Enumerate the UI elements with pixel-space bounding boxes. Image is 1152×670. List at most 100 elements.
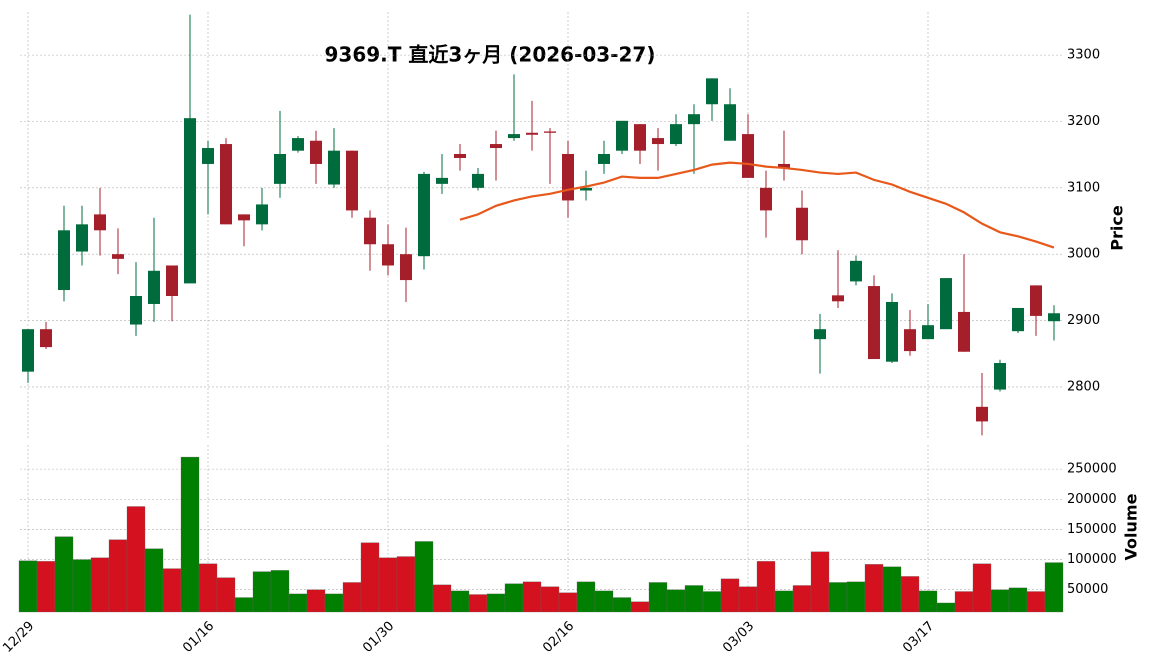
volume-bar [108,539,128,613]
candle-body [490,144,502,149]
candle-body [670,124,682,145]
volume-bar [828,582,848,613]
candle-body [958,311,970,352]
volume-bar [270,570,290,613]
volume-bar [396,556,416,613]
volume-bar [36,561,56,613]
volume-bar [216,577,236,613]
volume-bar [18,560,38,613]
volume-bar [954,591,974,613]
y-tick-label: 3000 [1067,247,1100,262]
candle-body [652,138,664,145]
volume-bar [864,564,884,613]
candle-body [220,144,232,225]
volume-bar [522,581,542,613]
candle-body [544,131,556,133]
candle-body [328,150,340,185]
candle-body [832,295,844,302]
candle-body [850,260,862,282]
candle-body [724,104,736,141]
moving-average-line [459,161,1055,249]
candle-body [238,214,250,221]
volume-bar [234,597,254,613]
candle-body [598,154,610,164]
candle-body [346,150,358,211]
candle-body [256,204,268,225]
volume-bar [846,581,866,613]
x-tick-label: 01/30 [360,619,397,656]
volume-bar [882,566,902,613]
volume-bar [792,585,812,613]
volume-bar [486,593,506,613]
volume-bar [90,557,110,613]
volume-bar [648,582,668,613]
candle-body [202,148,214,164]
volume-bar [936,602,956,613]
volume-bar [774,590,794,613]
candle-body [868,286,880,360]
volume-bar [900,576,920,613]
candle-body [22,329,34,372]
candle-body [382,244,394,266]
candle-body [274,154,286,184]
volume-bar [180,456,200,613]
candle-body [40,329,52,348]
y-tick-label: 50000 [1067,582,1108,597]
volume-bar [972,563,992,613]
candle-body [58,230,70,291]
x-tick-label: 01/16 [180,619,217,656]
y-tick-label: 100000 [1067,552,1117,567]
candle-body [616,120,628,151]
y-tick-label: 2800 [1067,379,1100,394]
candle-body [796,207,808,241]
candle-body [184,118,196,284]
candle-body [688,114,700,125]
volume-bar [504,583,524,613]
x-tick-label: 02/16 [540,619,577,656]
volume-bar [450,590,470,613]
candle-body [1030,285,1042,316]
candle-body [166,265,178,297]
volume-bar [1026,591,1046,613]
candle-body [994,363,1006,390]
volume-bar [810,551,830,613]
candle-body [130,296,142,325]
volume-bar [198,563,218,613]
candle-body [742,134,754,178]
volume-bar [306,589,326,613]
volume-bar [342,582,362,613]
x-tick-label: 03/17 [900,619,937,656]
candle-body [760,187,772,211]
volume-bar [162,568,182,613]
y-axis-label: Price [1108,205,1127,251]
volume-bar [324,593,344,613]
candle-body [886,301,898,362]
volume-bar [54,536,74,613]
x-tick-label: 12/29 [0,619,37,656]
volume-bar [378,557,398,613]
y-tick-label: 2900 [1067,313,1100,328]
candle-body [814,329,826,340]
volume-bar [432,584,452,613]
volume-bar [468,594,488,613]
volume-bar [144,548,164,613]
candle-body [976,406,988,422]
volume-bar [738,586,758,613]
candle-body [706,78,718,105]
y-tick-label: 3300 [1067,48,1100,63]
candle-body [94,214,106,231]
y-axis-label: Volume [1122,493,1141,560]
volume-bar [72,559,92,613]
candle-body [904,329,916,352]
candle-body [940,278,952,330]
candle-body [148,270,160,304]
candle-body [400,254,412,281]
volume-bar [414,541,434,613]
volume-bar [918,590,938,613]
chart-title: 9369.T 直近3ヶ月 (2026-03-27) [325,43,656,67]
volume-bar [612,597,632,613]
volume-bar [990,589,1010,613]
volume-bar [126,506,146,613]
candle-body [1012,307,1024,332]
